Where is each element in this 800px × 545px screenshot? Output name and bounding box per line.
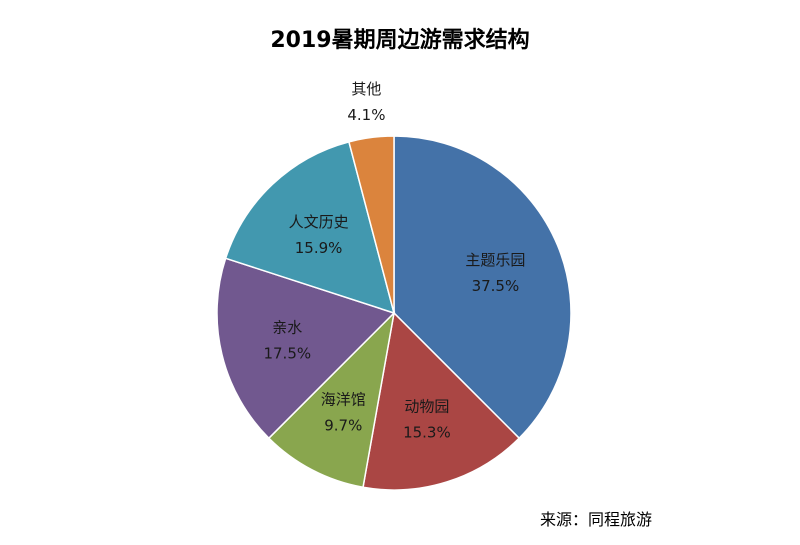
slice-category-label-3: 亲水 bbox=[272, 319, 302, 337]
chart-title: 2019暑期周边游需求结构 bbox=[270, 28, 530, 53]
pie-slice-0 bbox=[393, 135, 572, 440]
slice-value-label-0: 37.5% bbox=[472, 277, 520, 295]
slice-category-label-4: 人文历史 bbox=[289, 213, 349, 231]
slice-value-label-3: 17.5% bbox=[263, 345, 311, 363]
slice-value-label-5: 4.1% bbox=[347, 106, 385, 124]
source-note: 来源：同程旅游 bbox=[539, 510, 652, 529]
slice-value-label-1: 15.3% bbox=[403, 424, 451, 442]
pie-slice-4 bbox=[224, 140, 396, 315]
slice-value-label-2: 9.7% bbox=[324, 416, 362, 434]
slice-category-label-5: 其他 bbox=[351, 80, 381, 98]
pie-slice-2 bbox=[267, 310, 396, 489]
pie-slice-5 bbox=[347, 135, 395, 314]
pie-slices bbox=[216, 135, 572, 491]
pie-slice-3 bbox=[216, 257, 396, 440]
pie-slice-1 bbox=[362, 311, 521, 491]
slice-category-label-0: 主题乐园 bbox=[465, 251, 525, 269]
slice-value-label-4: 15.9% bbox=[295, 239, 343, 257]
slice-category-label-2: 海洋馆 bbox=[321, 390, 366, 408]
slice-category-label-1: 动物园 bbox=[404, 398, 449, 416]
pie-labels: 主题乐园 37.5% 动物园 15.3% 海洋馆 9.7% 亲水 17.5% 人文历史 15.9%… bbox=[263, 80, 525, 442]
